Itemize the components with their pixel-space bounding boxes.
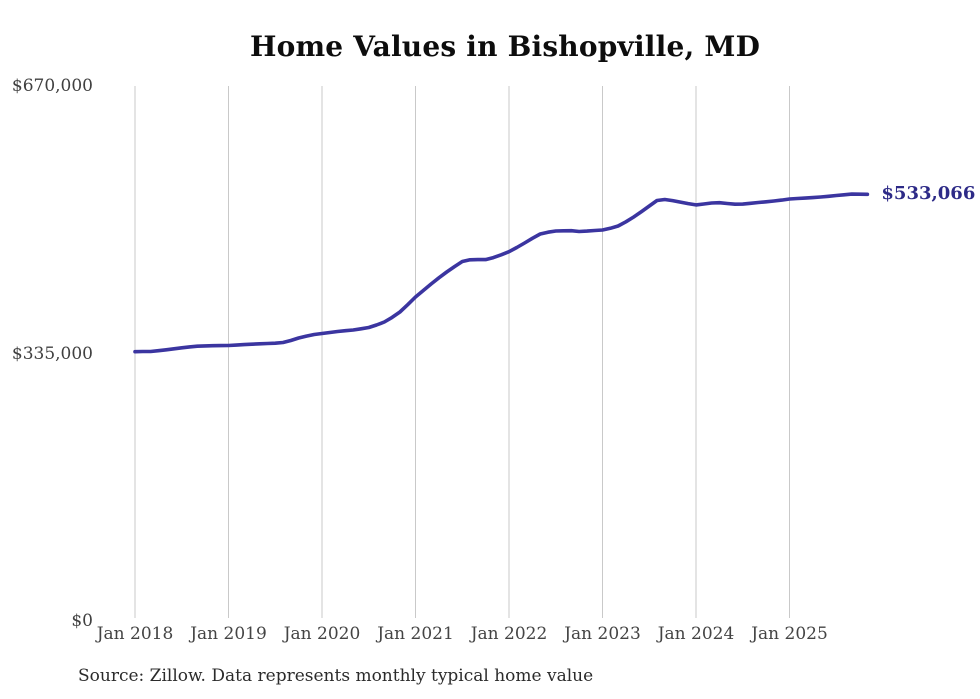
- x-tick-label: Jan 2023: [564, 624, 641, 644]
- x-tick-label: Jan 2024: [657, 624, 735, 644]
- x-tick-label: Jan 2025: [751, 624, 828, 644]
- source-note: Source: Zillow. Data represents monthly …: [78, 666, 594, 686]
- x-tick-label: Jan 2020: [283, 624, 361, 644]
- latest-value-label: $533,066: [881, 183, 976, 205]
- x-tick-label: Jan 2021: [377, 624, 454, 644]
- y-tick-label: $335,000: [11, 343, 93, 364]
- y-tick-label: $0: [71, 611, 93, 631]
- x-tick-label: Jan 2022: [470, 624, 548, 644]
- x-tick-label: Jan 2019: [190, 624, 267, 644]
- x-tick-label: Jan 2018: [96, 624, 174, 644]
- home-value-line: [133, 192, 870, 354]
- chart-title: Home Values in Bishopville, MD: [249, 30, 761, 63]
- y-tick-label: $670,000: [11, 76, 93, 96]
